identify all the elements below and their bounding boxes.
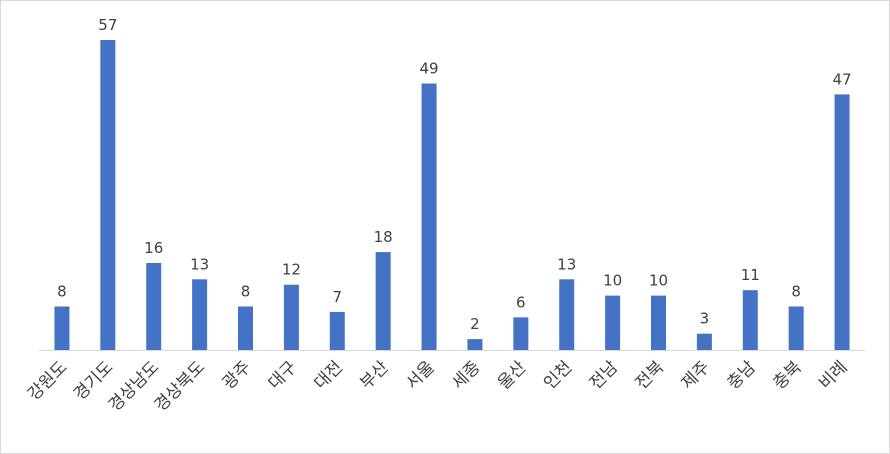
data-label: 18 [374,228,393,246]
data-label: 11 [741,266,760,284]
bar [375,252,391,350]
data-label: 49 [420,60,439,78]
data-label: 12 [282,261,301,279]
bar [421,83,437,350]
data-label: 47 [833,70,852,88]
data-label: 7 [333,288,343,306]
data-label: 8 [241,282,251,300]
bar [788,306,804,350]
bar [192,279,208,350]
bar [467,339,483,350]
bar [559,279,575,350]
data-label: 13 [190,255,209,273]
bar [54,306,70,350]
data-label: 8 [791,282,801,300]
data-label: 13 [557,255,576,273]
data-label: 2 [470,315,480,333]
bar [651,295,666,350]
data-label: 6 [516,293,526,311]
bar [329,311,345,350]
bar [100,40,116,350]
bar [283,284,299,350]
bar [834,94,850,351]
data-label: 57 [98,16,117,34]
data-label: 16 [144,239,163,257]
data-label: 10 [603,272,622,290]
bar [696,333,712,350]
bar [513,317,529,350]
bar [742,290,758,350]
data-label: 3 [700,310,710,328]
bar [605,295,621,350]
data-label: 10 [649,272,668,290]
data-label: 8 [57,282,67,300]
bar [146,262,162,350]
bar [238,306,253,350]
